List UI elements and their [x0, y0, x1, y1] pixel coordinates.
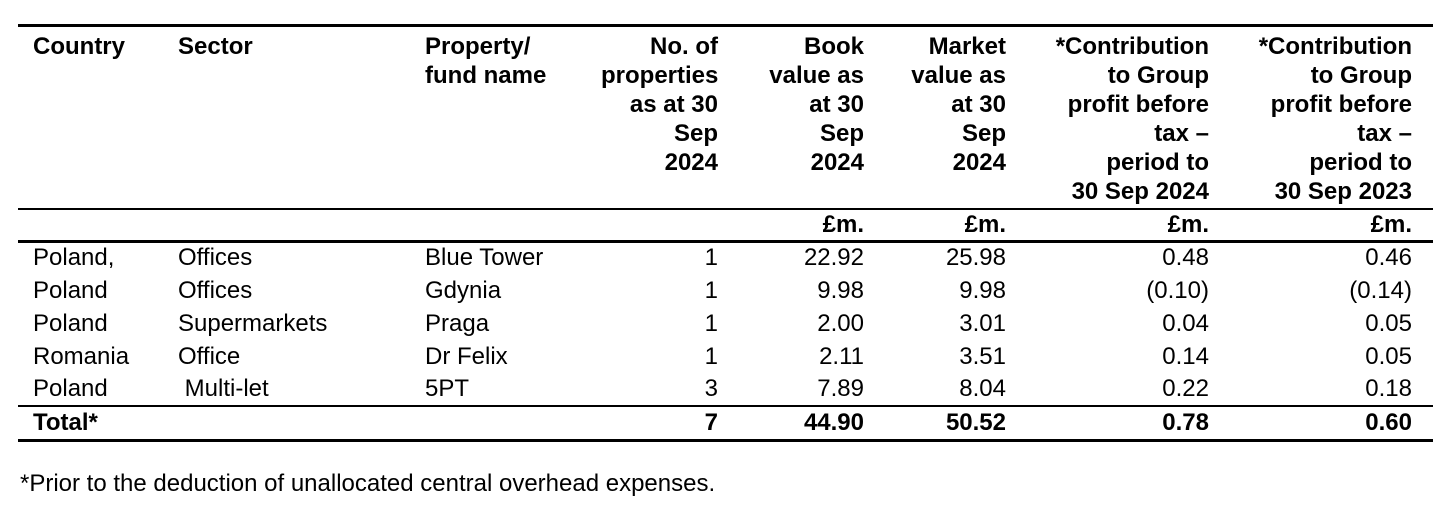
footnote: *Prior to the deduction of unallocated c…	[20, 469, 716, 497]
cell-contribution-2023: (0.14)	[1349, 276, 1412, 304]
cell-property: 5PT	[425, 375, 470, 402]
cell-property: Gdynia	[425, 276, 502, 304]
header-country: Country	[33, 33, 125, 60]
header-market-value: Market value as at 30 Sep 2024	[911, 33, 1006, 176]
cell-country: Romania	[33, 342, 130, 370]
units-contribution-2023: £m.	[1370, 210, 1412, 238]
table-row: Poland, Offices Blue Tower 1 22.92 25.98…	[18, 241, 1433, 274]
cell-sector: Offices	[178, 276, 253, 304]
cell-num-properties: 1	[704, 276, 718, 304]
total-property	[410, 406, 601, 440]
header-property-fund-name: Property/ fund name	[425, 33, 547, 89]
cell-num-properties: 1	[704, 244, 718, 272]
cell-book-value: 22.92	[803, 244, 864, 272]
table-row: Poland Multi-let 5PT 3 7.89 8.04 0.22 0.…	[18, 373, 1433, 406]
units-property	[410, 209, 601, 241]
cell-book-value: 9.98	[817, 276, 864, 304]
cell-sector: Multi-let	[178, 375, 269, 402]
cell-book-value: 7.89	[817, 375, 864, 402]
units-row: £m. £m. £m. £m.	[18, 209, 1433, 241]
total-label: Total*	[33, 408, 98, 436]
total-row: Total* 7 44.90 50.52 0.78 0.60	[18, 406, 1433, 440]
cell-country: Poland	[33, 309, 108, 337]
cell-country: Poland	[33, 276, 108, 304]
cell-contribution-2023: 0.46	[1365, 244, 1412, 272]
cell-book-value: 2.00	[817, 309, 864, 337]
header-num-properties: No. of properties as at 30 Sep 2024	[601, 33, 719, 176]
cell-contribution-2023: 0.05	[1365, 342, 1412, 370]
cell-sector: Offices	[178, 244, 253, 272]
property-portfolio-table: Country Sector Property/ fund name No. o…	[18, 24, 1433, 442]
cell-contribution-2024: 0.04	[1162, 309, 1209, 337]
units-country	[18, 209, 163, 241]
cell-contribution-2024: (0.10)	[1146, 276, 1209, 304]
cell-market-value: 3.51	[959, 342, 1006, 370]
total-book-value: 44.90	[803, 408, 864, 436]
cell-market-value: 3.01	[959, 309, 1006, 337]
total-contribution-2024: 0.78	[1162, 408, 1209, 436]
table-row: Poland Supermarkets Praga 1 2.00 3.01 0.…	[18, 307, 1433, 340]
cell-market-value: 25.98	[945, 244, 1006, 272]
cell-num-properties: 1	[704, 309, 718, 337]
cell-contribution-2024: 0.48	[1162, 244, 1209, 272]
total-market-value: 50.52	[945, 408, 1006, 436]
units-book-value: £m.	[822, 210, 864, 238]
units-market-value: £m.	[964, 210, 1006, 238]
cell-country: Poland	[33, 375, 108, 402]
cell-contribution-2024: 0.22	[1162, 375, 1209, 402]
header-contribution-2023: *Contribution to Group profit before tax…	[1258, 33, 1412, 205]
total-contribution-2023: 0.60	[1365, 408, 1412, 436]
total-sector	[163, 406, 410, 440]
cell-sector: Supermarkets	[178, 309, 328, 337]
units-sector	[163, 209, 410, 241]
cell-contribution-2023: 0.05	[1365, 309, 1412, 337]
cell-sector: Office	[178, 342, 241, 370]
cell-country: Poland,	[33, 244, 115, 272]
total-num-properties: 7	[704, 408, 718, 436]
cell-num-properties: 1	[704, 342, 718, 370]
cell-contribution-2024: 0.14	[1162, 342, 1209, 370]
cell-property: Blue Tower	[425, 244, 544, 272]
table-row: Poland Offices Gdynia 1 9.98 9.98 (0.10)…	[18, 274, 1433, 307]
table-row: Romania Office Dr Felix 1 2.11 3.51 0.14…	[18, 340, 1433, 373]
cell-book-value: 2.11	[819, 342, 864, 370]
cell-property: Praga	[425, 309, 490, 337]
header-book-value: Book value as at 30 Sep 2024	[769, 33, 864, 176]
cell-market-value: 9.98	[959, 276, 1006, 304]
header-sector: Sector	[178, 33, 253, 60]
cell-property: Dr Felix	[425, 342, 508, 370]
cell-market-value: 8.04	[959, 375, 1006, 402]
cell-num-properties: 3	[704, 375, 718, 402]
units-num-properties	[601, 209, 736, 241]
cell-contribution-2023: 0.18	[1365, 375, 1412, 402]
units-contribution-2024: £m.	[1167, 210, 1209, 238]
table-header-row: Country Sector Property/ fund name No. o…	[18, 26, 1433, 209]
header-contribution-2024: *Contribution to Group profit before tax…	[1055, 33, 1209, 205]
